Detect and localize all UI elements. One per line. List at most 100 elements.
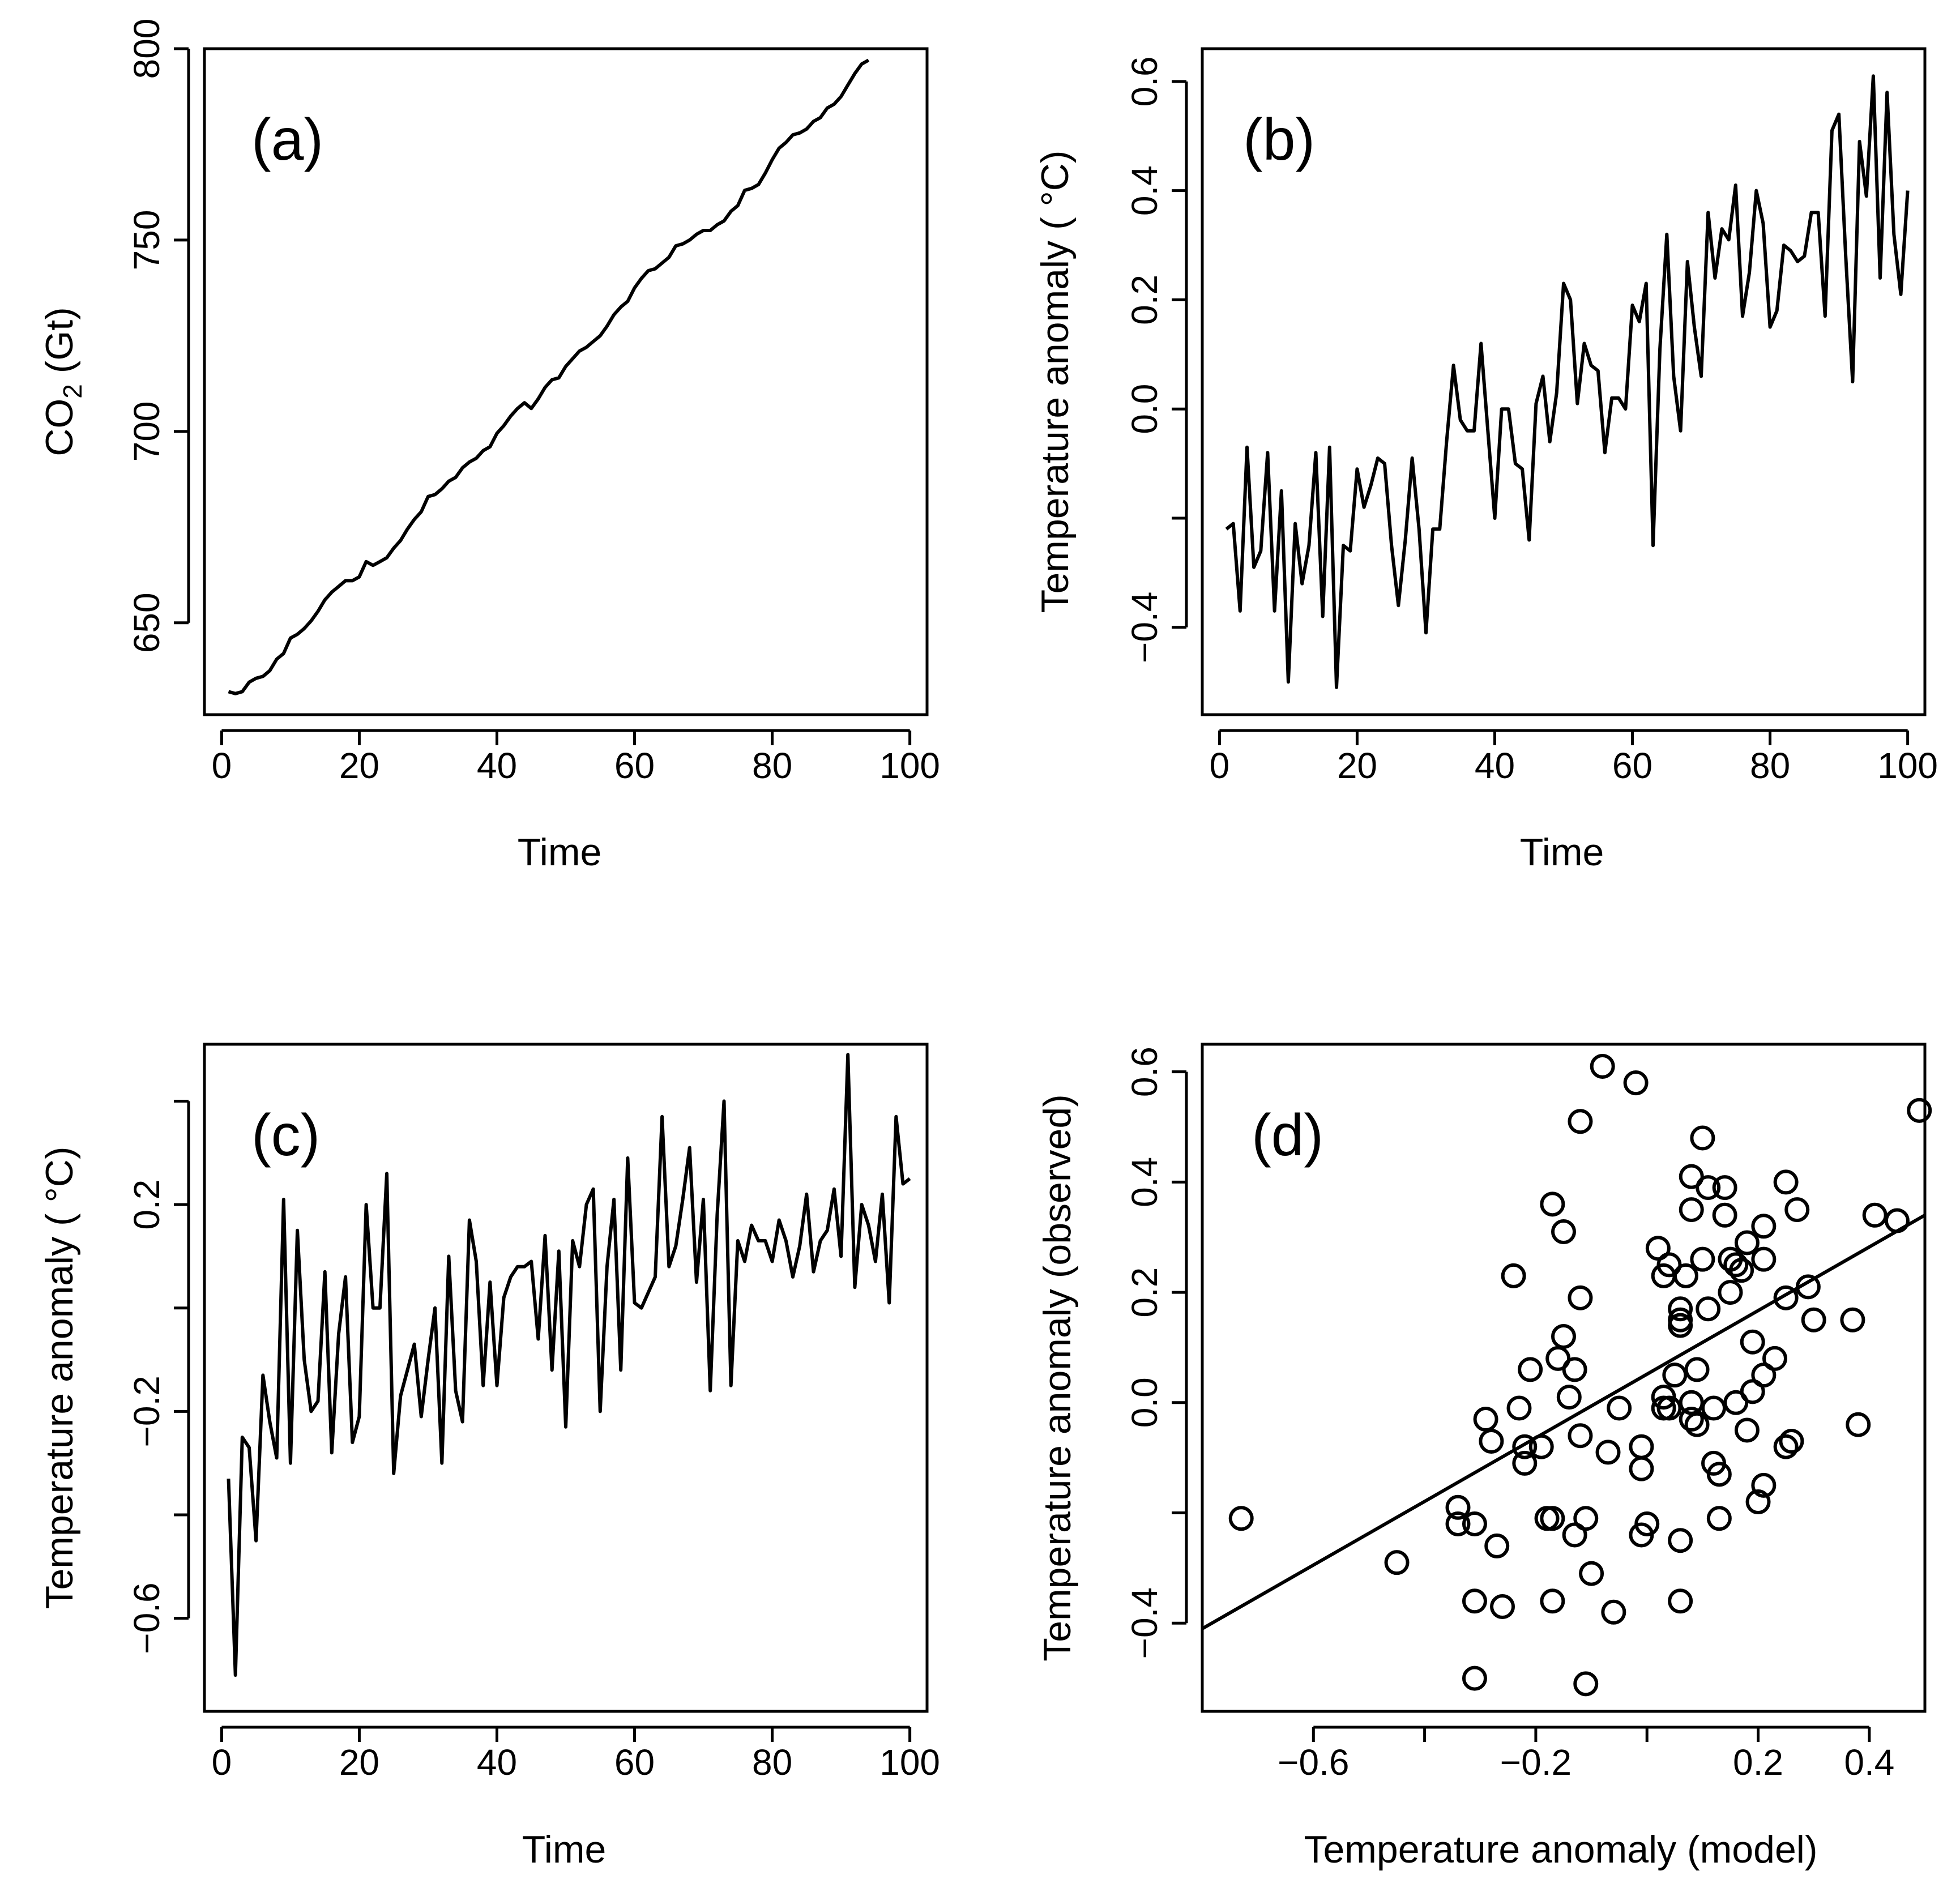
panel-d-data-point (1540, 1506, 1565, 1531)
panel-d-data-point (1601, 1599, 1626, 1625)
panel-d-data-point (1473, 1407, 1498, 1432)
panel-d-data-point (1568, 1285, 1593, 1310)
panel-c-x-tick-label: 0 (212, 1742, 232, 1783)
panel-d-x-tick-label: −0.2 (1500, 1742, 1572, 1783)
panel-d-data-point (1884, 1208, 1910, 1233)
panel-b-marks: 0 20 40 60 80 100 −0.4 0.0 0.2 0.4 0.6 (1124, 56, 1938, 786)
panel-d-data-point (1751, 1214, 1777, 1239)
panel-a-x-tick-label: 40 (477, 745, 517, 786)
panel-c-x-tick-label: 60 (614, 1742, 655, 1783)
panel-d-data-point (1795, 1274, 1821, 1300)
panel-d-data-point (1551, 1219, 1576, 1245)
panel-d-data-point (1684, 1412, 1710, 1437)
panel-d-y-tick-label: 0.6 (1124, 1047, 1165, 1097)
panel-b-y-tick-label: 0.0 (1124, 384, 1165, 434)
panel-a-marks: 0 20 40 60 80 100 650 700 750 800 (126, 19, 940, 786)
panel-d-data-point (1518, 1357, 1543, 1382)
panel-d-data-point (1512, 1450, 1538, 1476)
panel-d-x-tick-label: 0.4 (1844, 1742, 1894, 1783)
panel-d-data-point (1734, 1230, 1760, 1255)
panel-d-data-point (1745, 1489, 1771, 1515)
panel-d-data-point (1634, 1511, 1660, 1536)
panel-a-series-line (228, 58, 870, 695)
panel-d-data-point (1551, 1323, 1576, 1349)
panel-d-data-point (1656, 1395, 1682, 1421)
panel-d-data-point (1645, 1236, 1671, 1261)
panel-c-x-tick-label: 100 (879, 1742, 940, 1783)
panel-b-x-tick-label: 40 (1475, 745, 1515, 786)
panel-d-data-point (1762, 1346, 1787, 1371)
panel-d-data-point (1668, 1528, 1693, 1553)
panel-d-data-point (1723, 1252, 1749, 1278)
panel-d-data-point (1740, 1379, 1765, 1404)
panel-d-data-point (1545, 1346, 1571, 1371)
panel-d-marks: −0.6 −0.2 0.2 0.4 −0.4 0.0 0.2 0.4 0.6 (1124, 1047, 1932, 1783)
panel-d-data-point (1779, 1428, 1804, 1454)
panel-a-y-axis-title-main: CO (38, 399, 81, 456)
panel-d-data-point (1629, 1434, 1654, 1459)
panel-a-x-tick-label: 80 (752, 745, 792, 786)
panel-d-data-point (1568, 1423, 1593, 1449)
panel-d-data-point (1656, 1252, 1682, 1278)
panel-a-y-tick-label: 750 (126, 210, 167, 271)
panel-d-data-point (1706, 1506, 1732, 1531)
panel-a-x-axis-title: Time (518, 831, 602, 874)
panel-d-data-point (1773, 1169, 1799, 1195)
panel-d-data-point (1445, 1494, 1471, 1520)
panel-d-data-point (1679, 1407, 1704, 1432)
panel-d-y-tick-label: −0.4 (1124, 1587, 1165, 1659)
panel-b-plot-frame (1201, 47, 1927, 716)
panel-c: 0 20 40 60 80 100 −0.6 −0.2 0.2 (c) Time Tempera… (38, 1043, 940, 1871)
panel-a-x-tick-label: 20 (339, 745, 379, 786)
panel-d-data-point (1590, 1053, 1615, 1079)
panel-d-data-point (1706, 1462, 1732, 1487)
panel-d-data-point (1462, 1665, 1487, 1691)
panel-a: 0 20 40 60 80 100 650 700 750 800 (a) Time CO2 (G… (38, 19, 940, 874)
panel-c-series-line (227, 1053, 911, 1677)
panel-d-data-point (1679, 1390, 1704, 1415)
panel-d-data-point (1723, 1390, 1749, 1415)
panel-d-data-point (1696, 1175, 1721, 1201)
panel-d-data-point (1773, 1285, 1799, 1310)
panel-b-y-axis-title: Temperature anomaly ( °C) (1034, 150, 1077, 613)
panel-d-data-point (1784, 1197, 1810, 1223)
panel-d-data-point (1479, 1428, 1504, 1454)
panel-d-data-point (1846, 1412, 1871, 1437)
panel-c-x-tick-label: 40 (477, 1742, 517, 1783)
panel-d-data-point (1734, 1417, 1760, 1443)
panel-b-x-axis-title: Time (1520, 831, 1604, 874)
panel-b-series-line (1225, 74, 1910, 689)
panel-d-data-point (1801, 1307, 1826, 1332)
panel-a-plot-frame (203, 47, 929, 716)
panel-b-x-tick-label: 60 (1612, 745, 1652, 786)
panel-d-plot-frame (1201, 1043, 1927, 1713)
panel-d-data-point (1729, 1258, 1754, 1283)
panel-a-x-tick-label: 60 (614, 745, 655, 786)
panel-d-data-point (1690, 1246, 1715, 1272)
panel-d-data-point (1528, 1434, 1554, 1459)
panel-c-y-tick-label: −0.2 (126, 1376, 167, 1447)
panel-a-label: (a) (251, 107, 323, 173)
panel-c-x-tick-label: 20 (339, 1742, 379, 1783)
panel-d-data-point (1701, 1395, 1727, 1421)
panel-d-data-point (1662, 1363, 1688, 1388)
panel-d-x-axis-title: Temperature anomaly (model) (1304, 1828, 1817, 1871)
panel-d-data-point (1679, 1197, 1704, 1223)
panel-d-data-point (1773, 1434, 1799, 1459)
panel-d-data-point (1673, 1263, 1698, 1288)
panel-a-x-tick-label: 100 (879, 745, 940, 786)
panel-b-y-tick-label: 0.4 (1124, 165, 1165, 216)
panel-a-y-tick-label: 700 (126, 401, 167, 462)
panel-a-x-tick-label: 0 (212, 745, 232, 786)
panel-a-y-axis-title-sub: 2 (58, 384, 87, 399)
panel-d-data-point (1445, 1511, 1471, 1536)
panel-d-data-point (1484, 1533, 1510, 1558)
panel-d-y-tick-label: 0.4 (1124, 1157, 1165, 1207)
panel-d-data-point (1684, 1357, 1710, 1382)
panel-d-data-point (1690, 1125, 1715, 1151)
panel-c-y-tick-label: 0.2 (126, 1180, 167, 1230)
panel-d-data-point (1562, 1357, 1587, 1382)
panel-d-data-point (1907, 1097, 1932, 1123)
panel-d-data-point (1506, 1395, 1532, 1421)
panel-d-data-point (1490, 1594, 1515, 1620)
